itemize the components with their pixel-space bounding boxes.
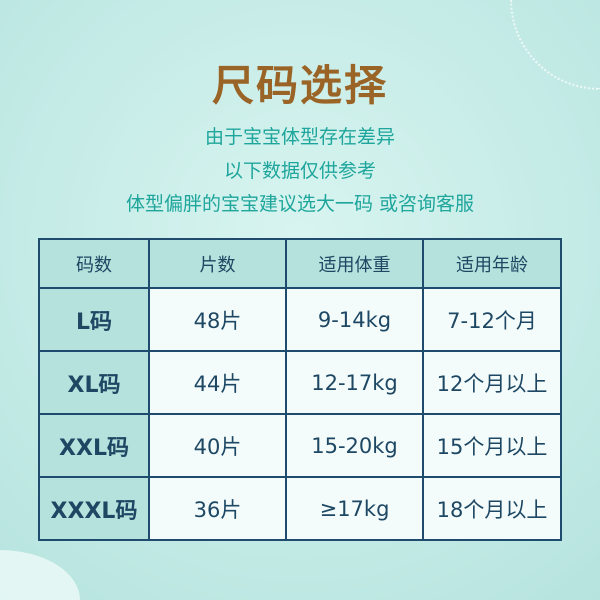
subtitle-line-1: 由于宝宝体型存在差异: [204, 126, 395, 148]
count-cell: 48片: [148, 287, 287, 352]
decorative-bubble: [0, 550, 80, 600]
weight-cell: 12-17kg: [285, 350, 424, 415]
count-cell: 36片: [148, 476, 287, 541]
subtitle-line-2: 以下数据仅供参考: [223, 160, 376, 182]
table-row: L码 48片 9-14kg 7-12个月: [38, 287, 562, 352]
count-cell: 44片: [148, 350, 287, 415]
size-cell: XL码: [38, 350, 150, 415]
table-row: XL码 44片 12-17kg 12个月以上: [38, 350, 562, 415]
size-cell: XXL码: [38, 413, 150, 478]
page-title: 尺码选择: [211, 61, 388, 110]
header-cell: 适用年龄: [422, 238, 562, 289]
weight-cell: 9-14kg: [285, 287, 424, 352]
table-row: XXXL码 36片 ≥17kg 18个月以上: [38, 476, 562, 541]
size-cell: L码: [38, 287, 150, 352]
header-cell: 码数: [38, 238, 150, 289]
subtitle-line-3: 体型偏胖的宝宝建议选大一码 或咨询客服: [125, 193, 475, 215]
header-cell: 片数: [148, 238, 287, 289]
header-cell: 适用体重: [285, 238, 424, 289]
age-cell: 12个月以上: [422, 350, 562, 415]
age-cell: 7-12个月: [422, 287, 562, 352]
table-header: 码数 片数 适用体重 适用年龄: [38, 238, 562, 289]
weight-cell: 15-20kg: [285, 413, 424, 478]
count-cell: 40片: [148, 413, 287, 478]
size-table: 码数 片数 适用体重 适用年龄 L码 48片 9-14kg 7-12个月 XL码…: [38, 238, 562, 541]
size-cell: XXXL码: [38, 476, 150, 541]
age-cell: 15个月以上: [422, 413, 562, 478]
age-cell: 18个月以上: [422, 476, 562, 541]
weight-cell: ≥17kg: [285, 476, 424, 541]
table-row: XXL码 40片 15-20kg 15个月以上: [38, 413, 562, 478]
